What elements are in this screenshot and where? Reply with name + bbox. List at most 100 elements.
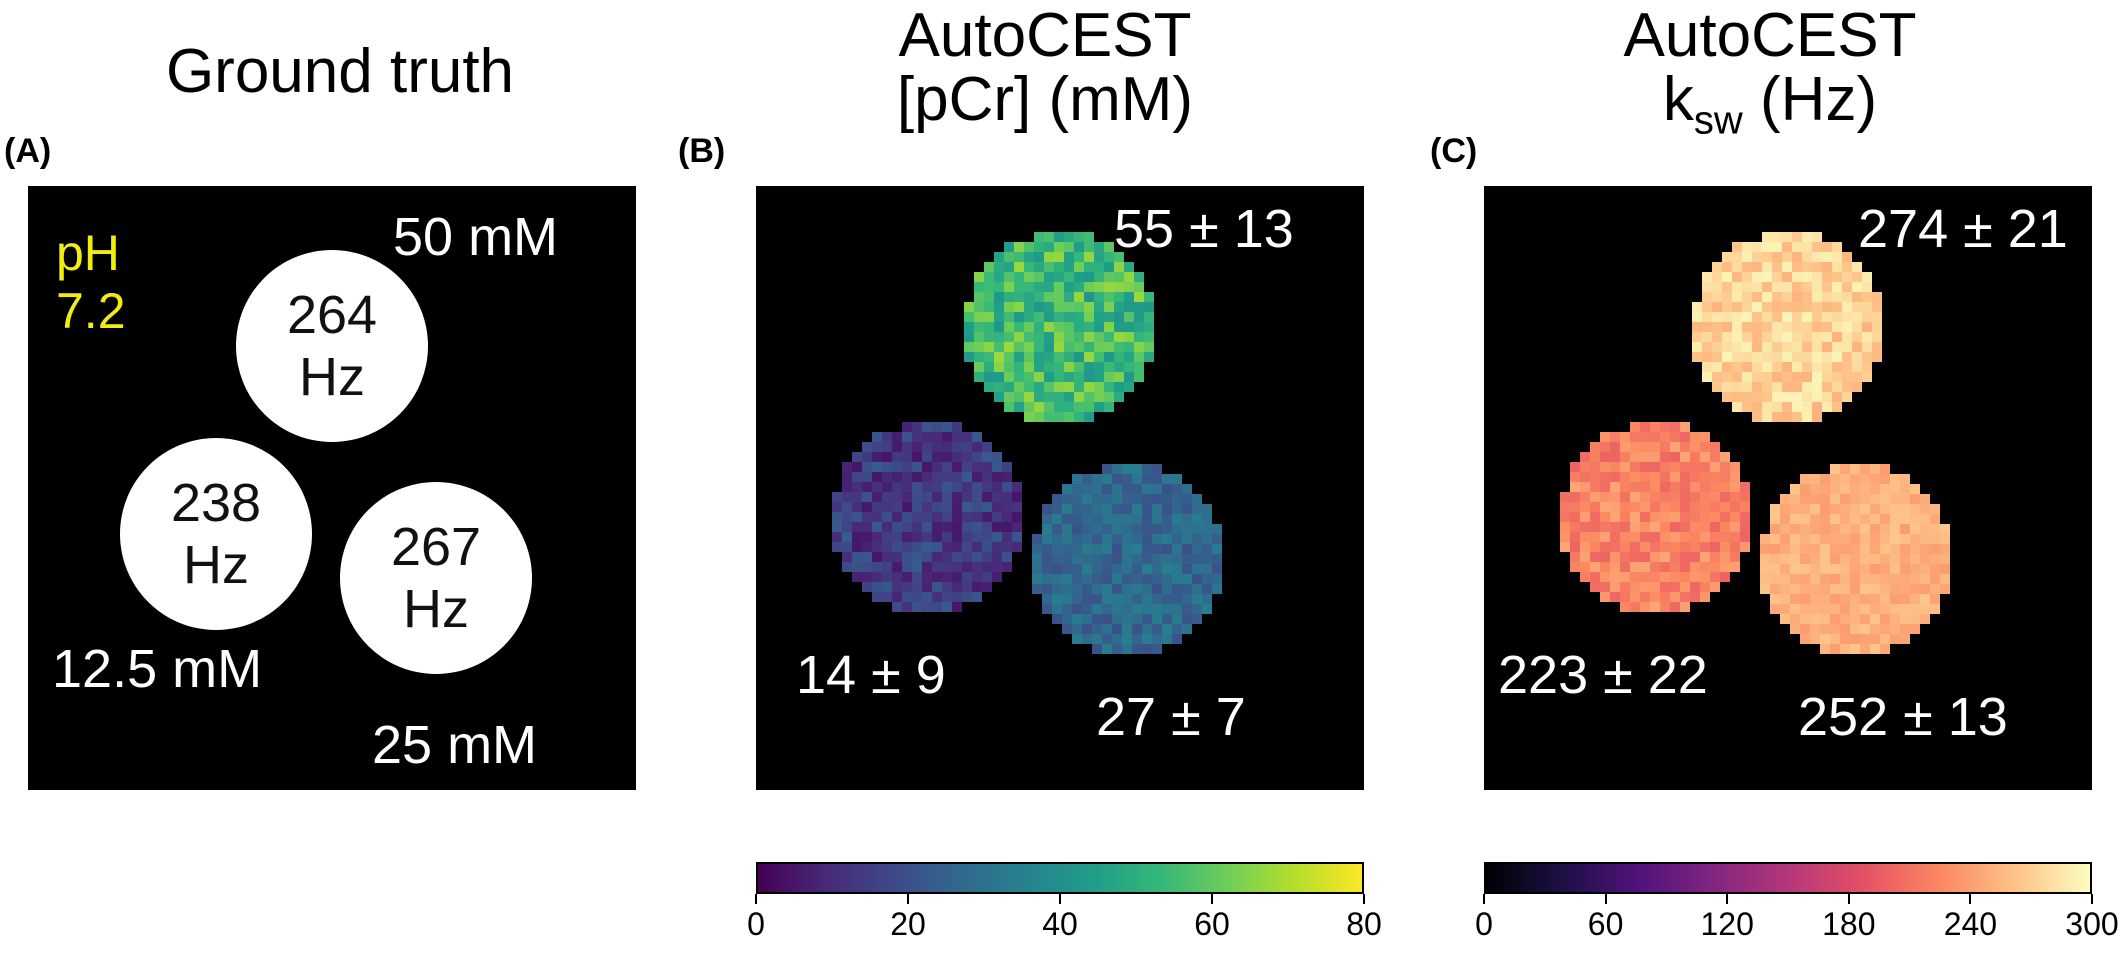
map-voxel (1092, 614, 1102, 624)
map-voxel (842, 532, 852, 542)
map-voxel (1152, 544, 1162, 554)
ksw-value-left: 223 ± 22 (1498, 645, 1708, 705)
map-voxel (1610, 452, 1620, 462)
map-voxel (1852, 292, 1862, 302)
map-voxel (912, 482, 922, 492)
map-voxel (1752, 332, 1762, 342)
map-voxel (1172, 474, 1182, 484)
colorbar-ksw-tick-label: 180 (1822, 906, 1876, 942)
map-voxel (1782, 232, 1792, 242)
map-voxel (1074, 232, 1084, 242)
map-voxel (872, 572, 882, 582)
map-voxel (1054, 282, 1064, 292)
map-voxel (1860, 584, 1870, 594)
map-voxel (1212, 544, 1222, 554)
map-voxel (1590, 552, 1600, 562)
map-voxel (1780, 584, 1790, 594)
map-voxel (1832, 322, 1842, 332)
map-voxel (1074, 302, 1084, 312)
map-voxel (882, 592, 892, 602)
map-voxel (1590, 542, 1600, 552)
map-voxel (1790, 494, 1800, 504)
map-voxel (1630, 522, 1640, 532)
map-voxel (1742, 382, 1752, 392)
map-voxel (952, 482, 962, 492)
map-voxel (1742, 242, 1752, 252)
map-voxel (1640, 572, 1650, 582)
map-voxel (1930, 554, 1940, 564)
map-voxel (982, 552, 992, 562)
map-voxel (1850, 564, 1860, 574)
map-voxel (862, 572, 872, 582)
map-voxel (1014, 402, 1024, 412)
map-voxel (1620, 532, 1630, 542)
map-voxel (1812, 382, 1822, 392)
map-voxel (1012, 522, 1022, 532)
map-voxel (1880, 554, 1890, 564)
map-voxel (1762, 282, 1772, 292)
map-voxel (1064, 292, 1074, 302)
map-voxel (882, 572, 892, 582)
map-voxel (1910, 494, 1920, 504)
map-voxel (1650, 462, 1660, 472)
map-voxel (1014, 312, 1024, 322)
map-voxel (974, 292, 984, 302)
map-voxel (1870, 464, 1880, 474)
map-voxel (1212, 524, 1222, 534)
map-voxel (1860, 544, 1870, 554)
map-voxel (1134, 332, 1144, 342)
map-voxel (932, 522, 942, 532)
map-voxel (1770, 574, 1780, 584)
map-voxel (872, 512, 882, 522)
map-voxel (902, 592, 912, 602)
map-voxel (1710, 462, 1720, 472)
map-voxel (1780, 534, 1790, 544)
map-voxel (1094, 352, 1104, 362)
map-voxel (1062, 484, 1072, 494)
map-voxel (1850, 624, 1860, 634)
map-voxel (1900, 504, 1910, 514)
map-voxel (912, 492, 922, 502)
map-voxel (1740, 542, 1750, 552)
map-voxel (1830, 524, 1840, 534)
map-voxel (1850, 464, 1860, 474)
map-voxel (912, 562, 922, 572)
map-voxel (1782, 382, 1792, 392)
map-voxel (1752, 352, 1762, 362)
map-voxel (1760, 584, 1770, 594)
map-voxel (1810, 594, 1820, 604)
map-voxel (1742, 272, 1752, 282)
map-voxel (892, 452, 902, 462)
map-voxel (1092, 634, 1102, 644)
map-voxel (1792, 352, 1802, 362)
map-voxel (862, 452, 872, 462)
map-voxel (1064, 332, 1074, 342)
map-voxel (1732, 312, 1742, 322)
map-voxel (1082, 614, 1092, 624)
map-voxel (1112, 464, 1122, 474)
map-voxel (1074, 382, 1084, 392)
map-voxel (1870, 474, 1880, 484)
map-voxel (1580, 492, 1590, 502)
map-voxel (852, 492, 862, 502)
map-voxel (1820, 474, 1830, 484)
map-voxel (1024, 332, 1034, 342)
map-voxel (1052, 614, 1062, 624)
map-voxel (1630, 422, 1640, 432)
map-voxel (1102, 554, 1112, 564)
map-voxel (1722, 382, 1732, 392)
map-voxel (832, 502, 842, 512)
map-voxel (1014, 282, 1024, 292)
map-voxel (852, 462, 862, 472)
map-voxel (1182, 504, 1192, 514)
map-voxel (1762, 392, 1772, 402)
map-voxel (1142, 594, 1152, 604)
map-voxel (1890, 604, 1900, 614)
map-voxel (1790, 584, 1800, 594)
map-voxel (1094, 362, 1104, 372)
map-voxel (1094, 262, 1104, 272)
map-voxel (1014, 332, 1024, 342)
map-voxel (1044, 242, 1054, 252)
map-voxel (1064, 282, 1074, 292)
map-voxel (1162, 564, 1172, 574)
